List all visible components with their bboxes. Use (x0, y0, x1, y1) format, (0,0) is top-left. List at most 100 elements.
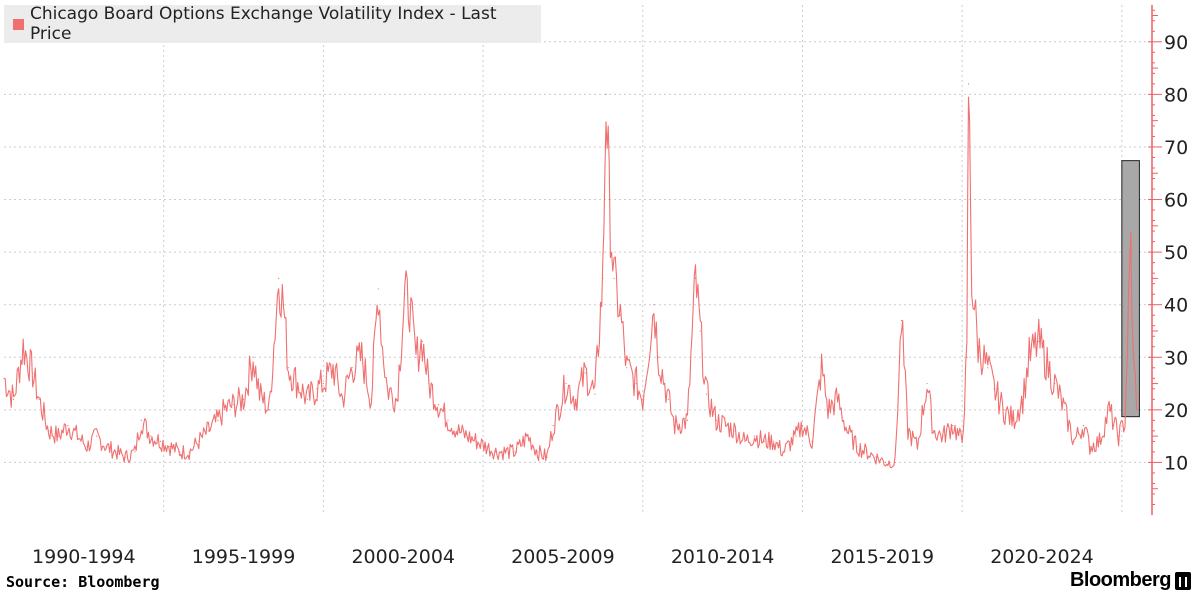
data-point (734, 430, 736, 432)
data-point (846, 430, 848, 432)
data-point (1118, 435, 1120, 437)
data-point (322, 382, 324, 385)
data-point (134, 451, 136, 453)
data-point (894, 461, 896, 464)
data-point (258, 393, 261, 395)
data-point (856, 446, 858, 448)
data-point (594, 393, 596, 395)
data-point (552, 425, 554, 427)
data-point (821, 367, 823, 369)
x-tick-label: 2015-2019 (831, 546, 935, 568)
data-point (67, 425, 69, 427)
data-point (361, 356, 363, 358)
source-note: Source: Bloomberg (6, 573, 160, 591)
x-tick-label: 2010-2014 (671, 546, 775, 568)
data-point (686, 419, 689, 421)
y-tick-label: 70 (1164, 137, 1188, 159)
data-point (1137, 409, 1139, 411)
data-point (763, 440, 765, 442)
data-point (409, 304, 411, 306)
data-point (626, 367, 628, 369)
data-point (1028, 356, 1030, 358)
data-point (12, 398, 15, 400)
data-point (150, 435, 152, 437)
data-point (233, 403, 235, 406)
data-point (217, 419, 219, 421)
data-point (706, 393, 708, 395)
data-point (753, 435, 756, 437)
data-point (875, 456, 877, 458)
data-point (76, 435, 79, 437)
x-axis-labels: 1990-1994 1995-1999 2000-2004 2005-2009 2010… (32, 546, 1094, 568)
data-point (428, 382, 430, 385)
data-point (169, 446, 171, 448)
legend-label: Chicago Board Options Exchange Volatilit… (29, 4, 497, 44)
data-point (966, 356, 968, 358)
data-point (658, 356, 660, 358)
data-point (377, 288, 379, 290)
data-point (1047, 367, 1049, 369)
data-point (404, 293, 406, 295)
data-point (341, 398, 344, 400)
data-point (278, 277, 280, 280)
data-point (179, 451, 181, 453)
data-point (370, 398, 372, 400)
data-point (865, 451, 867, 453)
data-point (971, 277, 973, 280)
data-point (207, 430, 210, 432)
data-point (605, 93, 607, 95)
data-point (159, 440, 162, 442)
y-tick-label: 20 (1164, 400, 1188, 422)
data-point (105, 446, 107, 448)
data-point (96, 435, 98, 437)
data-point (916, 446, 919, 448)
data-point (1054, 382, 1056, 385)
data-point (961, 440, 963, 442)
data-point (351, 367, 353, 369)
data-point (86, 446, 88, 448)
data-point (437, 403, 439, 406)
bloomberg-terminal-icon (1175, 571, 1191, 590)
data-point (699, 330, 701, 332)
data-point (466, 435, 468, 437)
data-point (1012, 419, 1014, 421)
data-point (584, 372, 586, 374)
data-point (977, 346, 979, 348)
data-point (884, 461, 887, 464)
data-point (546, 456, 548, 458)
data-point (565, 382, 567, 385)
data-point (332, 367, 334, 369)
data-point (198, 440, 200, 442)
data-point (575, 398, 577, 400)
legend: Chicago Board Options Exchange Volatilit… (4, 4, 541, 44)
data-point (415, 356, 417, 358)
data-point (715, 419, 717, 421)
data-point (527, 435, 529, 437)
data-point (836, 398, 839, 400)
series-layer (3, 83, 1139, 469)
data-point (801, 425, 804, 427)
data-point (386, 388, 388, 390)
x-tick-label: 2000-2004 (351, 546, 455, 568)
data-point (1098, 440, 1101, 442)
x-tick-label: 2005-2009 (511, 546, 615, 568)
data-point (907, 430, 909, 432)
data-point (495, 451, 497, 453)
data-point (932, 430, 935, 432)
y-tick-label: 40 (1164, 295, 1188, 317)
data-point (140, 419, 142, 421)
data-point (608, 198, 610, 201)
data-point (1073, 440, 1075, 442)
data-point (381, 346, 384, 348)
data-point (252, 356, 254, 358)
data-point (242, 398, 245, 400)
data-point (476, 440, 478, 442)
data-point (282, 304, 285, 306)
data-point (504, 451, 507, 453)
data-point (811, 440, 813, 442)
data-point (993, 388, 995, 390)
data-point (1082, 425, 1085, 427)
data-point (725, 425, 727, 427)
data-point (827, 409, 829, 411)
